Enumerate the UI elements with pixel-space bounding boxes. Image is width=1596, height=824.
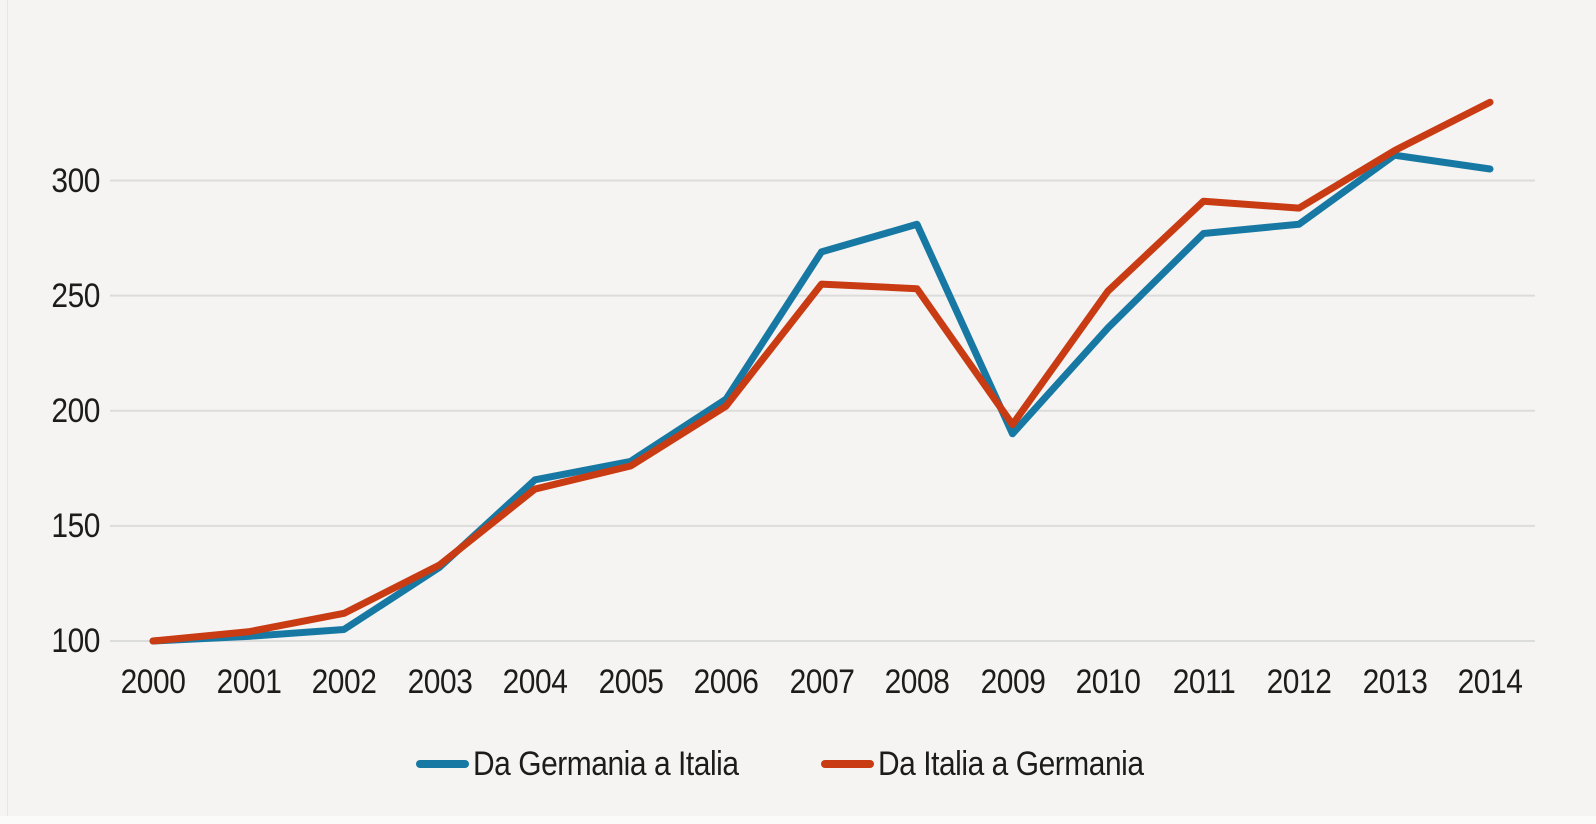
y-axis-label-300: 300 [51, 161, 100, 200]
x-axis-label-2014: 2014 [1457, 663, 1523, 701]
x-axis-label-2008: 2008 [884, 663, 950, 701]
y-axis-label-250: 250 [51, 276, 100, 315]
x-axis-label-2012: 2012 [1266, 663, 1332, 701]
x-axis-label-2003: 2003 [407, 663, 472, 701]
x-axis-label-2002: 2002 [311, 663, 377, 701]
series-line-da-italia-a-germania [149, 98, 1494, 645]
x-axis-label-2006: 2006 [693, 663, 759, 701]
legend: Da Germania a Italia Da Italia a Germani… [0, 740, 1596, 788]
x-axis-label-2005: 2005 [598, 663, 663, 701]
x-axis-label-2001: 2001 [216, 663, 281, 701]
y-axis-label-100: 100 [51, 622, 100, 660]
x-axis-label-2010: 2010 [1075, 663, 1141, 701]
y-axis-label-150: 150 [51, 506, 100, 545]
bottom-edge-strip [0, 816, 1596, 824]
legend-label-series-2: Da Italia a Germania [878, 745, 1144, 783]
legend-item-da-italia-a-germania: Da Italia a Germania [821, 744, 1180, 784]
y-axis-label-200: 200 [51, 391, 100, 430]
x-axis-label-2000: 2000 [120, 663, 186, 701]
x-axis-label-2007: 2007 [789, 663, 854, 701]
legend-label-series-1: Da Germania a Italia [473, 745, 739, 783]
x-axis-label-2004: 2004 [502, 663, 568, 701]
x-axis-label-2011: 2011 [1172, 663, 1235, 701]
x-axis-label-2009: 2009 [980, 663, 1045, 701]
series-line-da-germania-a-italia [149, 151, 1494, 645]
legend-swatch-blue-icon [416, 760, 470, 768]
legend-item-da-germania-a-italia: Da Germania a Italia [416, 744, 775, 784]
x-axis-label-2013: 2013 [1362, 663, 1427, 701]
legend-swatch-red-icon [821, 760, 874, 768]
